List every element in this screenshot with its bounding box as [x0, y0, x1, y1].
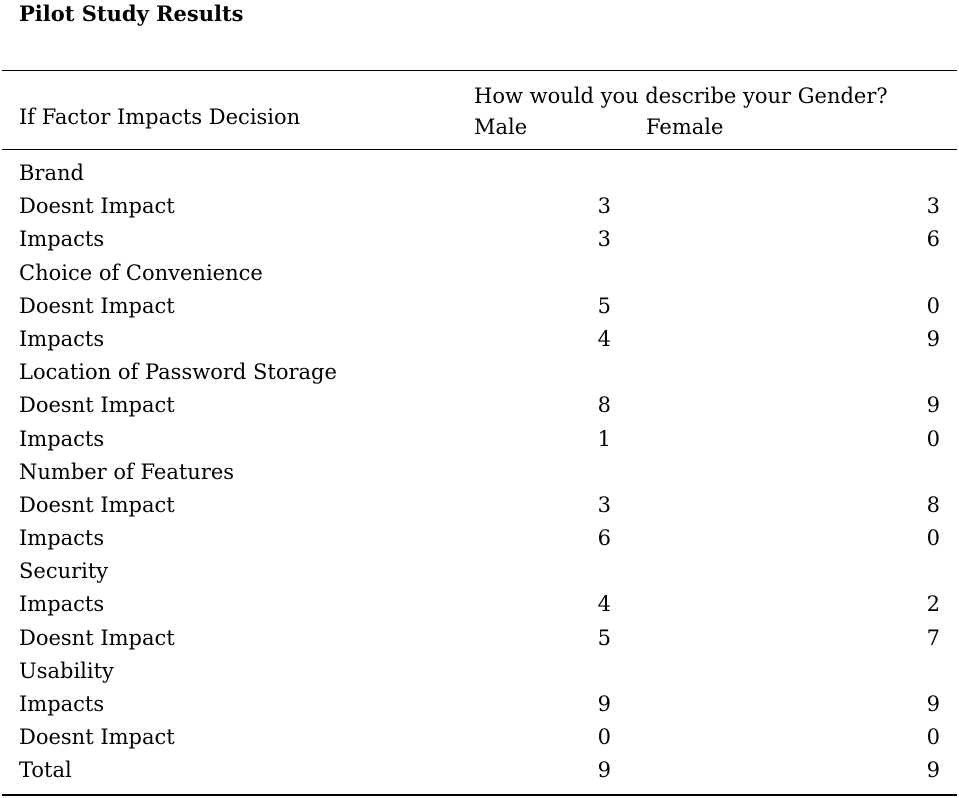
- table-row: Impacts 9 9: [0, 689, 959, 722]
- female-count: 0: [926, 725, 940, 750]
- female-count: 3: [926, 194, 940, 219]
- male-count: 9: [597, 758, 611, 783]
- table-row: Number of Features: [0, 457, 959, 490]
- table-row: Doesnt Impact 3 8: [0, 490, 959, 523]
- row-label: Security: [19, 559, 109, 584]
- factor-column-header: If Factor Impacts Decision: [19, 105, 301, 129]
- row-label: Total: [19, 758, 72, 783]
- table-row: Impacts 3 6: [0, 224, 959, 257]
- table-row: Doesnt Impact 0 0: [0, 722, 959, 755]
- table-row: Security: [0, 556, 959, 589]
- table-row: Doesnt Impact 8 9: [0, 390, 959, 423]
- male-count: 3: [597, 194, 611, 219]
- female-count: 9: [926, 692, 940, 716]
- male-count: 3: [597, 227, 611, 252]
- row-label: Usability: [19, 658, 114, 683]
- male-count: 4: [597, 326, 611, 351]
- male-count: 5: [597, 293, 611, 318]
- table-row: Impacts 4 2: [0, 589, 959, 622]
- male-count: 8: [597, 393, 611, 418]
- row-label: Choice of Convenience: [19, 260, 263, 285]
- table-row: Impacts 6 0: [0, 523, 959, 556]
- female-count: 0: [926, 293, 940, 318]
- row-label: Impacts: [19, 326, 105, 351]
- row-label: Brand: [19, 161, 84, 185]
- table-row: Impacts 1 0: [0, 424, 959, 457]
- row-label: Impacts: [19, 692, 105, 716]
- row-label: Impacts: [19, 592, 105, 617]
- table-body: Brand Doesnt Impact 3 3 Impacts 3 6 Choi…: [0, 158, 959, 789]
- female-count: 2: [926, 592, 940, 617]
- table-row: Usability: [0, 656, 959, 689]
- female-count: 8: [926, 492, 940, 517]
- row-label: Doesnt Impact: [19, 194, 175, 219]
- row-label: Impacts: [19, 526, 105, 551]
- table-row: Choice of Convenience: [0, 258, 959, 291]
- male-column-header: Male: [474, 115, 528, 139]
- row-label: Doesnt Impact: [19, 492, 175, 517]
- table-row: Doesnt Impact 5 7: [0, 623, 959, 656]
- gender-group-header: How would you describe your Gender?: [474, 84, 888, 108]
- row-label: Number of Features: [19, 459, 235, 484]
- male-count: 1: [597, 426, 611, 451]
- row-label: Doesnt Impact: [19, 393, 175, 418]
- row-label: Doesnt Impact: [19, 625, 175, 650]
- row-label: Doesnt Impact: [19, 293, 175, 318]
- female-count: 9: [926, 758, 940, 783]
- male-count: 0: [597, 725, 611, 750]
- female-count: 9: [926, 326, 940, 351]
- female-count: 0: [926, 526, 940, 551]
- row-label: Location of Password Storage: [19, 360, 337, 385]
- table-row: Doesnt Impact 3 3: [0, 191, 959, 224]
- female-count: 7: [926, 625, 940, 650]
- page-title: Pilot Study Results: [19, 1, 244, 26]
- table-top-rule: [2, 70, 957, 71]
- female-column-header: Female: [646, 115, 724, 139]
- row-label: Impacts: [19, 426, 105, 451]
- row-label: Impacts: [19, 227, 105, 252]
- male-count: 6: [597, 526, 611, 551]
- table-row: Brand: [0, 158, 959, 191]
- table-row-total: Total 9 9: [0, 755, 959, 788]
- row-label: Doesnt Impact: [19, 725, 175, 750]
- female-count: 9: [926, 393, 940, 418]
- table-row: Location of Password Storage: [0, 357, 959, 390]
- table-row: Doesnt Impact 5 0: [0, 291, 959, 324]
- table-header-rule: [2, 149, 957, 150]
- male-count: 5: [597, 625, 611, 650]
- male-count: 3: [597, 492, 611, 517]
- table-row: Impacts 4 9: [0, 324, 959, 357]
- female-count: 6: [926, 227, 940, 252]
- table-bottom-rule: [2, 794, 957, 796]
- male-count: 4: [597, 592, 611, 617]
- female-count: 0: [926, 426, 940, 451]
- male-count: 9: [597, 692, 611, 716]
